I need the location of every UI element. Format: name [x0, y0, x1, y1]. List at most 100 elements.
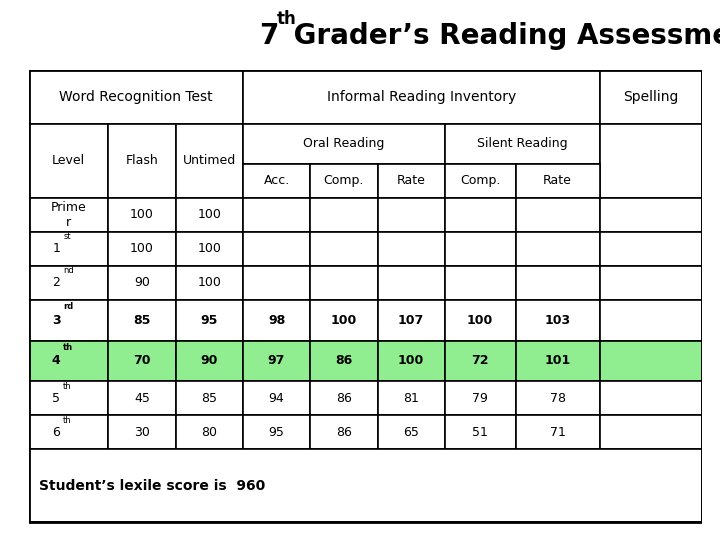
Text: Acc.: Acc.: [264, 174, 289, 187]
Text: 80: 80: [201, 426, 217, 439]
Text: 100: 100: [467, 314, 493, 327]
Bar: [310, 266, 377, 300]
Text: 94: 94: [269, 392, 284, 405]
Bar: [176, 381, 243, 415]
Bar: [243, 341, 310, 381]
Text: Word Recognition Test: Word Recognition Test: [59, 90, 212, 104]
Bar: [445, 198, 516, 232]
Text: nd: nd: [63, 266, 74, 275]
Bar: [176, 198, 243, 232]
Text: 78: 78: [549, 392, 566, 405]
Bar: [29, 341, 108, 381]
Text: 81: 81: [403, 392, 419, 405]
Bar: [243, 70, 600, 124]
Bar: [29, 415, 108, 449]
Bar: [310, 415, 377, 449]
Text: 100: 100: [398, 354, 424, 367]
Text: Oral Reading: Oral Reading: [303, 137, 384, 150]
Bar: [243, 124, 445, 164]
Bar: [600, 70, 702, 124]
Text: Level: Level: [52, 154, 85, 167]
Text: 1: 1: [53, 242, 60, 255]
Bar: [108, 198, 176, 232]
Bar: [377, 300, 445, 341]
Bar: [108, 381, 176, 415]
Text: 100: 100: [197, 276, 221, 289]
Text: 95: 95: [201, 314, 218, 327]
Bar: [243, 300, 310, 341]
Text: 97: 97: [268, 354, 285, 367]
Bar: [29, 449, 702, 522]
Bar: [108, 300, 176, 341]
Bar: [600, 381, 702, 415]
Text: 3: 3: [52, 314, 60, 327]
Text: 107: 107: [398, 314, 424, 327]
Bar: [108, 415, 176, 449]
Text: 95: 95: [269, 426, 284, 439]
Text: th: th: [63, 416, 72, 425]
Text: Rate: Rate: [543, 174, 572, 187]
Bar: [377, 232, 445, 266]
Text: 100: 100: [197, 208, 221, 221]
Text: 7: 7: [259, 22, 279, 50]
Bar: [445, 232, 516, 266]
Text: 79: 79: [472, 392, 488, 405]
Text: Informal Reading Inventory: Informal Reading Inventory: [327, 90, 516, 104]
Text: Grader’s Reading Assessment (with Time): Grader’s Reading Assessment (with Time): [284, 22, 720, 50]
Bar: [310, 198, 377, 232]
Bar: [29, 198, 108, 232]
Text: 98: 98: [268, 314, 285, 327]
Bar: [445, 300, 516, 341]
Text: 101: 101: [544, 354, 571, 367]
Bar: [29, 381, 108, 415]
Text: 100: 100: [330, 314, 357, 327]
Text: 5: 5: [53, 392, 60, 405]
Bar: [310, 341, 377, 381]
Bar: [600, 266, 702, 300]
Text: Rate: Rate: [397, 174, 426, 187]
Text: 86: 86: [336, 392, 352, 405]
Bar: [516, 198, 600, 232]
Bar: [377, 341, 445, 381]
Text: Untimed: Untimed: [183, 154, 236, 167]
Text: 2: 2: [53, 276, 60, 289]
Bar: [108, 341, 176, 381]
Text: Comp.: Comp.: [324, 174, 364, 187]
Bar: [29, 124, 108, 198]
Bar: [377, 266, 445, 300]
Bar: [377, 415, 445, 449]
Bar: [108, 266, 176, 300]
Text: 90: 90: [134, 276, 150, 289]
Bar: [516, 300, 600, 341]
Bar: [243, 164, 310, 198]
Text: 45: 45: [134, 392, 150, 405]
Text: 86: 86: [336, 426, 352, 439]
Bar: [243, 198, 310, 232]
Bar: [445, 415, 516, 449]
Bar: [176, 266, 243, 300]
Bar: [445, 266, 516, 300]
Bar: [29, 300, 108, 341]
Text: Flash: Flash: [125, 154, 158, 167]
Bar: [377, 198, 445, 232]
Bar: [445, 341, 516, 381]
Bar: [176, 341, 243, 381]
Bar: [176, 232, 243, 266]
Bar: [243, 381, 310, 415]
Bar: [176, 415, 243, 449]
Bar: [516, 381, 600, 415]
Bar: [516, 232, 600, 266]
Bar: [600, 124, 702, 198]
Bar: [445, 381, 516, 415]
Bar: [516, 164, 600, 198]
Text: 90: 90: [201, 354, 218, 367]
Bar: [516, 266, 600, 300]
Text: Silent Reading: Silent Reading: [477, 137, 567, 150]
Text: 100: 100: [197, 242, 221, 255]
Text: 6: 6: [53, 426, 60, 439]
Bar: [310, 381, 377, 415]
Text: 65: 65: [403, 426, 419, 439]
Bar: [243, 415, 310, 449]
Bar: [310, 164, 377, 198]
Bar: [29, 266, 108, 300]
